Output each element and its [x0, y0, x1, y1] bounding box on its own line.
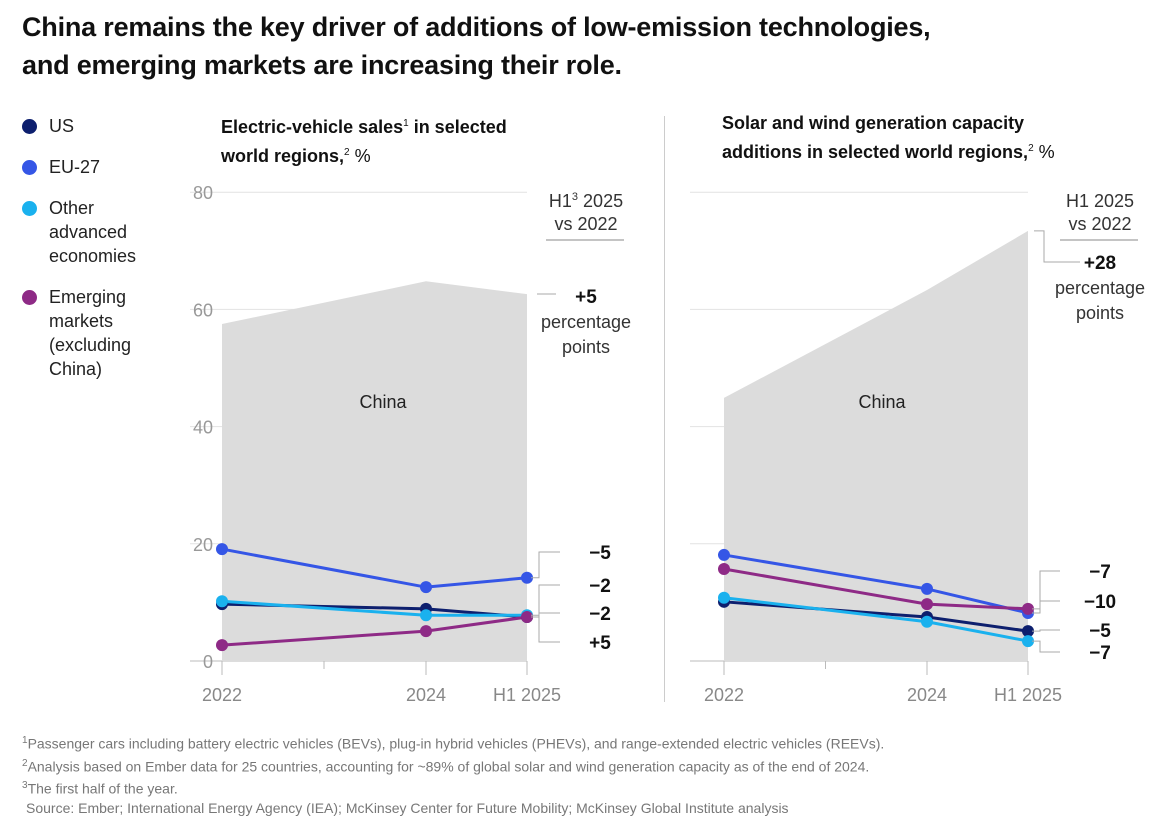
- change-label: −5: [589, 543, 611, 564]
- legend-item-eu: EU-27: [22, 155, 149, 179]
- x-tick-label: 2024: [406, 685, 446, 705]
- x-tick-label: 2024: [907, 685, 947, 705]
- legend-item-emerging: Emerging markets (excluding China): [22, 285, 149, 381]
- change-label: −7: [1089, 562, 1111, 583]
- y-tick-label: 20: [193, 535, 213, 555]
- area-change-unit: percentage: [541, 312, 631, 332]
- callout-leader: [1032, 640, 1060, 653]
- legend-item-other: Other advanced economies: [22, 196, 149, 268]
- china-area: [724, 230, 1028, 661]
- y-tick-label: 40: [193, 418, 213, 438]
- area-change-label: +5: [575, 287, 597, 308]
- data-point: [521, 611, 533, 624]
- callout-leader: [531, 551, 560, 579]
- change-label: −2: [589, 604, 611, 625]
- y-tick-label: 60: [193, 300, 213, 320]
- data-point: [420, 609, 432, 622]
- data-point: [718, 548, 730, 561]
- data-point: [420, 581, 432, 594]
- data-point: [216, 639, 228, 652]
- area-change-unit: points: [562, 337, 610, 357]
- change-header: H1 2025: [1066, 191, 1134, 211]
- data-point: [718, 562, 730, 575]
- china-area: [222, 281, 527, 661]
- x-tick-label: H1 2025: [493, 685, 561, 705]
- y-tick-label: 80: [193, 183, 213, 203]
- page-title: China remains the key driver of addition…: [22, 12, 931, 80]
- data-point: [921, 598, 933, 611]
- data-point: [420, 625, 432, 638]
- x-tick-label: H1 2025: [994, 685, 1062, 705]
- x-tick-label: 2022: [704, 685, 744, 705]
- y-tick-label: 0: [203, 652, 213, 672]
- data-point: [1022, 635, 1034, 648]
- callout-leader: [531, 612, 560, 616]
- area-change-unit: points: [1076, 303, 1124, 323]
- legend: US EU-27 Other advanced economies Emergi…: [22, 114, 149, 398]
- data-point: [1022, 625, 1034, 638]
- callout-leader: [1032, 600, 1060, 610]
- data-point: [216, 595, 228, 608]
- callout-leader: [531, 584, 560, 618]
- ev-chart-title: Electric-vehicle sales1 in selected worl…: [221, 117, 507, 166]
- legend-dot: [22, 119, 37, 134]
- change-header: vs 2022: [554, 214, 617, 234]
- charts-svg: 0 20 40 60 80 China 2022 2024 H1 2025 −5 −2 −2 +5 H13…: [190, 183, 1145, 705]
- area-change-unit: percentage: [1055, 278, 1145, 298]
- change-header: H13 2025: [549, 191, 623, 211]
- legend-dot: [22, 290, 37, 305]
- change-label: −7: [1089, 643, 1111, 664]
- legend-dot: [22, 201, 37, 216]
- data-point: [1022, 602, 1034, 615]
- divider: [664, 116, 665, 702]
- data-point: [921, 582, 933, 595]
- china-area-label: China: [359, 392, 407, 412]
- data-point: [921, 615, 933, 628]
- area-leader: [1034, 230, 1080, 263]
- callout-leader: [1032, 570, 1060, 614]
- footnotes: 1Passenger cars including battery electr…: [22, 735, 885, 816]
- callout-leader: [531, 616, 560, 643]
- china-area-label: China: [858, 392, 906, 412]
- change-label: −5: [1089, 621, 1111, 642]
- legend-dot: [22, 160, 37, 175]
- area-change-label: +28: [1084, 253, 1116, 274]
- data-point: [521, 571, 533, 584]
- data-point: [216, 543, 228, 556]
- change-label: +5: [589, 633, 611, 654]
- change-header: vs 2022: [1068, 214, 1131, 234]
- solar-chart-title: Solar and wind generation capacity addit…: [722, 113, 1055, 162]
- change-label: −10: [1084, 592, 1116, 613]
- x-tick-label: 2022: [202, 685, 242, 705]
- change-label: −2: [589, 576, 611, 597]
- callout-leader: [1032, 629, 1060, 632]
- data-point: [718, 591, 730, 604]
- legend-item-us: US: [22, 114, 149, 138]
